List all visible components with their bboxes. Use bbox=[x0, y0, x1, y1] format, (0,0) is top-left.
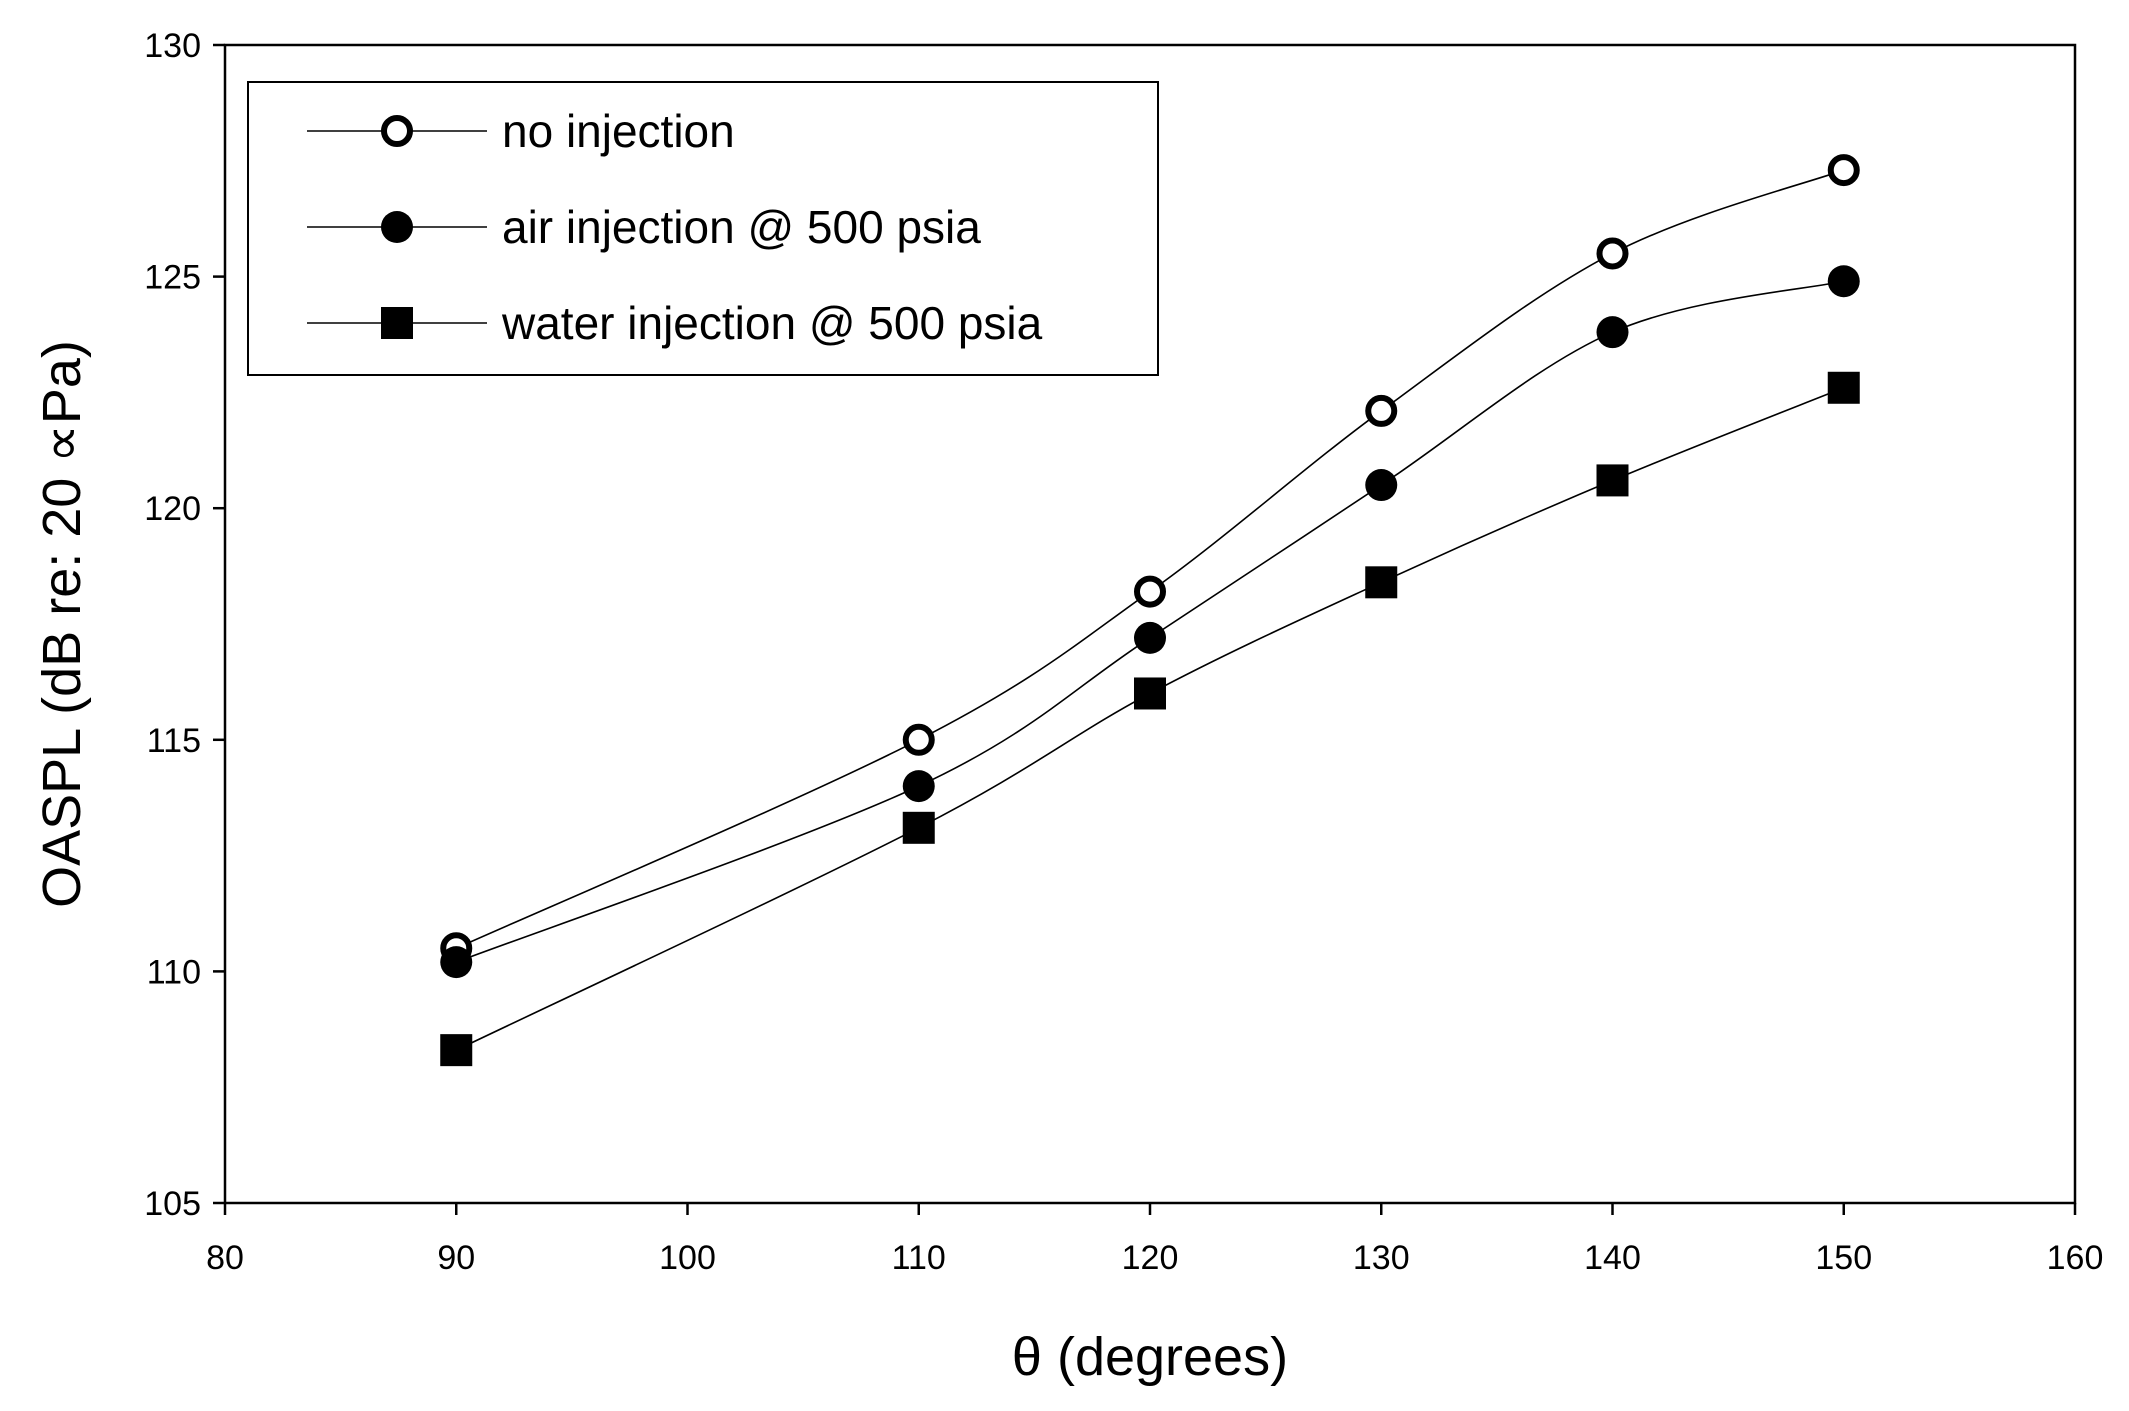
data-point-series-2 bbox=[902, 770, 935, 803]
legend-label: water injection @ 500 psia bbox=[501, 297, 1043, 349]
x-tick-label: 150 bbox=[1815, 1239, 1872, 1277]
y-tick-label: 105 bbox=[144, 1185, 201, 1223]
data-point-series-1 bbox=[1134, 575, 1166, 608]
data-point-series-2 bbox=[1596, 316, 1629, 349]
x-tick-label: 130 bbox=[1353, 1239, 1410, 1277]
y-tick-label: 125 bbox=[144, 259, 201, 297]
data-point-series-1 bbox=[1827, 154, 1860, 187]
legend-label: no injection bbox=[502, 105, 735, 157]
x-tick-label: 80 bbox=[206, 1239, 244, 1277]
x-tick-label: 160 bbox=[2047, 1239, 2104, 1277]
y-tick-label: 115 bbox=[147, 722, 201, 760]
legend-marker bbox=[381, 115, 413, 147]
data-point-series-2 bbox=[1827, 265, 1860, 298]
legend-marker bbox=[381, 307, 413, 339]
y-tick-label: 120 bbox=[144, 490, 201, 528]
x-axis-title: θ (degrees) bbox=[1012, 1327, 1288, 1387]
data-point-series-3 bbox=[902, 811, 935, 844]
x-tick-label: 110 bbox=[892, 1239, 946, 1277]
x-tick-label: 100 bbox=[659, 1239, 716, 1277]
series-markers bbox=[440, 154, 1860, 1067]
series-line-2 bbox=[455, 280, 1844, 963]
data-point-series-3 bbox=[1596, 464, 1629, 497]
data-point-series-3 bbox=[1827, 371, 1860, 404]
series-line-3 bbox=[455, 387, 1845, 1051]
data-point-series-2 bbox=[1134, 621, 1166, 654]
data-point-series-1 bbox=[1596, 237, 1629, 270]
x-tick-label: 120 bbox=[1122, 1239, 1179, 1277]
data-point-series-3 bbox=[440, 1034, 473, 1067]
data-point-series-2 bbox=[440, 946, 473, 979]
y-tick-label: 110 bbox=[147, 953, 201, 991]
data-point-series-1 bbox=[1365, 394, 1398, 427]
legend-marker bbox=[381, 211, 413, 243]
legend-label: air injection @ 500 psia bbox=[502, 201, 981, 253]
legend: no injection air injection @ 500 psia wate… bbox=[247, 81, 1159, 376]
data-point-series-1 bbox=[902, 723, 935, 756]
data-point-series-3 bbox=[1134, 677, 1166, 710]
x-axis: 80 90 100 110 120 130 140 150 160 bbox=[206, 1203, 2103, 1277]
data-point-series-2 bbox=[1365, 469, 1398, 502]
data-point-series-3 bbox=[1365, 566, 1398, 599]
y-tick-label: 130 bbox=[144, 27, 201, 65]
x-tick-label: 90 bbox=[437, 1239, 475, 1277]
x-tick-label: 140 bbox=[1584, 1239, 1641, 1277]
y-axis: 105 110 115 120 125 130 bbox=[144, 27, 225, 1223]
y-axis-title: OASPL (dB re: 20 ∝Pa) bbox=[32, 340, 92, 908]
